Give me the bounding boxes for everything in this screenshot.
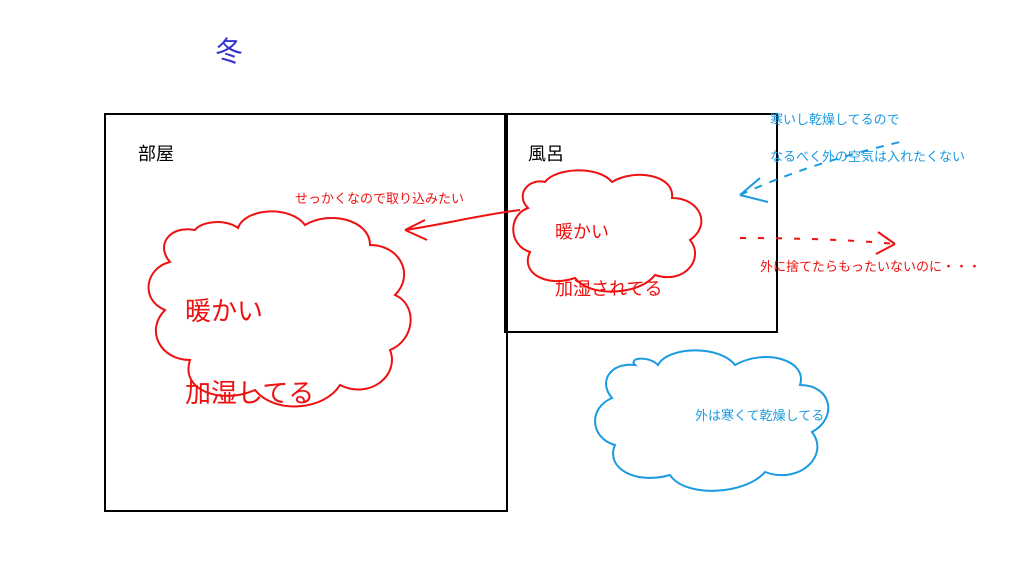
blue-note-line2: なるべく外の空気は入れたくない xyxy=(770,148,965,166)
bath-label: 風呂 xyxy=(528,140,564,166)
red-note-2: 外に捨てたらもったいないのに・・・ xyxy=(760,258,981,276)
red-dashed-arrow-head2 xyxy=(876,244,895,254)
title-winter: 冬 xyxy=(215,30,243,70)
room-cloud-line1: 暖かい xyxy=(185,291,314,328)
outside-cloud-line: 外は寒くて乾燥してる xyxy=(695,408,824,423)
bath-cloud-line2: 加湿されてる xyxy=(555,275,662,301)
outside-cloud-text: 外は寒くて乾燥してる xyxy=(695,390,824,424)
room-cloud-line2: 加湿してる xyxy=(185,373,314,410)
bath-cloud-line1: 暖かい xyxy=(555,218,662,244)
room-cloud-text: 暖かい 加湿してる xyxy=(185,260,314,441)
room-label: 部屋 xyxy=(138,140,174,166)
bath-cloud-text: 暖かい 加湿されてる xyxy=(555,197,662,322)
red-dashed-arrow-head1 xyxy=(878,232,895,244)
blue-note-line1: 寒いし乾燥してるので xyxy=(770,111,965,129)
title-text: 冬 xyxy=(215,36,243,67)
diagram-stage: 冬 部屋 風呂 暖かい 加湿してる 暖かい 加湿されてる 外は寒くて乾燥してる … xyxy=(0,0,1024,575)
blue-note: 寒いし乾燥してるので なるべく外の空気は入れたくない xyxy=(770,93,965,184)
red-note-1: せっかくなので取り込みたい xyxy=(295,190,464,208)
